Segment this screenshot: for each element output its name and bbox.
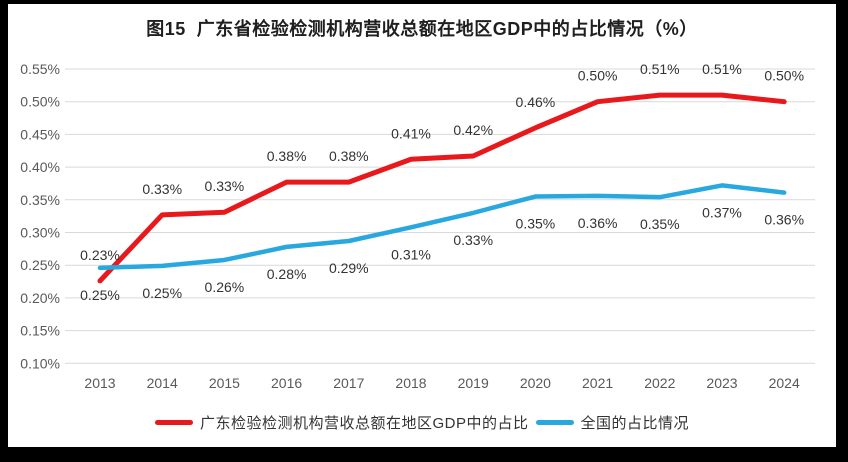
data-label-series1: 0.25% [142,285,182,301]
y-tick-label: 0.45% [20,126,60,142]
data-label-series1: 0.36% [764,212,804,228]
x-tick-label: 2014 [147,375,178,391]
x-tick-label: 2015 [209,375,240,391]
x-tick-label: 2016 [271,375,302,391]
x-tick-label: 2023 [706,375,737,391]
data-label-series1: 0.26% [205,279,245,295]
data-label-series1: 0.31% [391,246,431,262]
data-label-series0: 0.38% [267,148,307,164]
x-tick-label: 2022 [644,375,675,391]
y-tick-label: 0.50% [20,94,60,110]
guangdong-line-swatch [154,420,193,425]
legend-item-national: 全国的占比情况 [535,412,690,433]
data-label-series0: 0.51% [702,61,742,77]
data-label-series0: 0.33% [142,181,182,197]
data-label-series0: 0.50% [764,68,804,84]
y-tick-label: 0.55% [20,61,60,77]
legend-label-guangdong: 广东检验检测机构营收总额在地区GDP中的占比 [199,415,529,432]
y-tick-label: 0.10% [20,355,60,371]
x-tick-label: 2013 [84,375,115,391]
x-tick-label: 2020 [520,375,551,391]
y-tick-label: 0.35% [20,192,60,208]
data-label-series1: 0.33% [453,232,493,248]
data-label-series1: 0.35% [516,216,556,232]
data-label-series0: 0.42% [453,122,493,138]
line-chart: 0.55% 0.50% 0.45% 0.40% 0.35% 0.30% 0.25% 0.20%… [20,61,815,391]
data-label-series0: 0.51% [640,61,680,77]
data-label-series1: 0.35% [640,216,680,232]
national-line-swatch [535,420,574,425]
legend-item-guangdong: 广东检验检测机构营收总额在地区GDP中的占比 [154,412,529,433]
data-label-series1: 0.25% [80,287,120,303]
data-label-series1: 0.36% [578,215,618,231]
data-label-series0: 0.38% [329,148,369,164]
y-tick-label: 0.40% [20,159,60,175]
x-tick-label: 2017 [333,375,364,391]
data-label-series1: 0.29% [329,260,369,276]
chart-title: 图15 广东省检验检测机构营收总额在地区GDP中的占比情况（%） [146,19,698,39]
y-tick-label: 0.30% [20,225,60,241]
chart-legend: 广东检验检测机构营收总额在地区GDP中的占比 全国的占比情况 [8,412,836,433]
data-label-series0: 0.23% [80,247,120,263]
legend-label-national: 全国的占比情况 [580,415,690,432]
x-tick-label: 2019 [458,375,489,391]
data-label-series0: 0.41% [391,125,431,141]
chart-canvas: 图15 广东省检验检测机构营收总额在地区GDP中的占比情况（%） 0.55% 0.… [8,4,836,447]
series-line-0 [97,92,787,284]
series-line-1 [97,183,787,271]
y-tick-label: 0.25% [20,257,60,273]
x-tick-label: 2018 [395,375,426,391]
data-label-series0: 0.46% [516,94,556,110]
data-label-series0: 0.33% [205,178,245,194]
data-label-series1: 0.28% [267,266,307,282]
x-tick-label: 2024 [769,375,800,391]
data-label-series1: 0.37% [702,204,742,220]
data-label-series0: 0.50% [578,68,618,84]
y-tick-label: 0.20% [20,290,60,306]
y-tick-label: 0.15% [20,323,60,339]
x-tick-label: 2021 [582,375,613,391]
